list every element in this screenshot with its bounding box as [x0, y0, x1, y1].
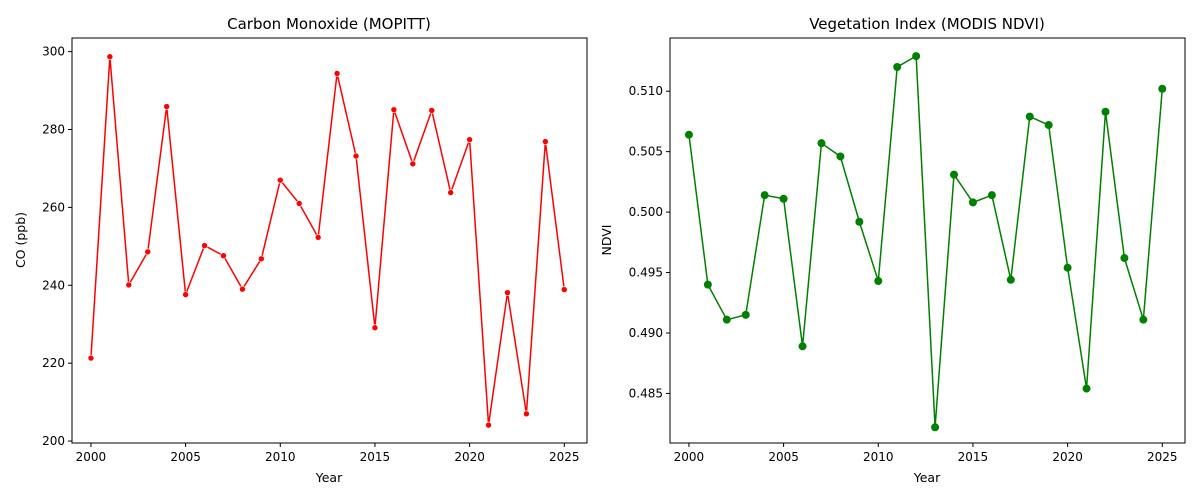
- data-point: [428, 107, 436, 114]
- data-point: [1025, 112, 1034, 121]
- plot-frame: [669, 37, 1186, 444]
- data-point: [722, 315, 731, 324]
- data-point: [87, 354, 95, 362]
- y-tick-label: 260: [42, 200, 65, 214]
- x-axis-label: Year: [315, 470, 343, 485]
- ndvi-chart: Vegetation Index (MODIS NDVI) Year NDVI …: [599, 15, 1186, 485]
- x-tick-label: 2010: [265, 450, 296, 464]
- y-tick-label: 0.510: [629, 84, 663, 98]
- data-point: [798, 342, 807, 351]
- data-point: [542, 138, 549, 145]
- plot-frame: [71, 37, 588, 444]
- x-tick-label: 2015: [958, 450, 989, 464]
- data-point: [560, 286, 568, 293]
- x-tick-label: 2010: [863, 450, 894, 464]
- data-point: [912, 52, 921, 61]
- data-point: [1006, 275, 1015, 284]
- data-point: [447, 189, 454, 196]
- data-point: [987, 191, 996, 200]
- data-point: [950, 170, 959, 179]
- plot-area: 2000 2005 2010 2015 2020 2025 0.485 0.490 0.495 0…: [629, 37, 1186, 464]
- data-point: [314, 234, 322, 241]
- data-point: [144, 248, 152, 256]
- data-point: [239, 285, 246, 293]
- y-tick-label: 0.485: [629, 386, 663, 400]
- data-point: [201, 242, 208, 249]
- y-tick-label: 0.505: [629, 145, 663, 159]
- data-point: [1063, 263, 1072, 272]
- data-point: [295, 200, 303, 207]
- data-point: [703, 280, 712, 289]
- x-tick-label: 2020: [1052, 450, 1083, 464]
- x-tick-label: 2005: [170, 450, 201, 464]
- data-point: [817, 139, 826, 148]
- data-point: [523, 410, 530, 418]
- data-point: [1120, 254, 1129, 263]
- data-point: [182, 291, 189, 298]
- x-tick-label: 2015: [360, 450, 391, 464]
- y-tick-label: 0.495: [629, 266, 663, 280]
- data-point: [466, 136, 473, 143]
- chart-title: Carbon Monoxide (MOPITT): [227, 15, 431, 33]
- y-axis-label: NDVI: [599, 225, 614, 256]
- x-axis-label: Year: [913, 470, 941, 485]
- data-point: [874, 277, 883, 285]
- data-point: [333, 70, 341, 77]
- data-point: [276, 176, 284, 184]
- y-tick-label: 200: [42, 434, 65, 448]
- data-point: [893, 63, 902, 72]
- x-tick-label: 2000: [674, 450, 705, 464]
- data-point: [390, 106, 398, 113]
- data-point: [836, 152, 845, 161]
- y-tick-label: 220: [42, 356, 65, 370]
- data-point: [1044, 121, 1053, 130]
- data-point: [1158, 84, 1167, 93]
- co-chart: Carbon Monoxide (MOPITT) Year CO (ppb) 2…: [13, 15, 588, 485]
- data-point: [760, 191, 769, 200]
- data-point: [125, 281, 133, 289]
- y-tick-label: 0.500: [629, 205, 663, 219]
- chart-title: Vegetation Index (MODIS NDVI): [809, 15, 1045, 33]
- data-point: [485, 421, 492, 429]
- data-point: [741, 310, 750, 319]
- data-point: [258, 255, 265, 263]
- data-point: [220, 252, 227, 259]
- data-point: [1139, 315, 1148, 324]
- data-point: [855, 217, 864, 226]
- data-point: [163, 103, 170, 110]
- data-point: [106, 53, 114, 60]
- data-point: [684, 130, 693, 139]
- y-axis-label: CO (ppb): [13, 212, 28, 268]
- x-tick-label: 2005: [768, 450, 799, 464]
- data-point: [779, 194, 788, 203]
- data-point: [1082, 384, 1091, 393]
- data-point: [409, 160, 417, 168]
- data-point: [371, 324, 379, 332]
- data-point: [504, 289, 511, 296]
- data-point: [352, 152, 360, 160]
- data-point: [1101, 107, 1110, 116]
- x-tick-label: 2020: [454, 450, 485, 464]
- x-tick-label: 2000: [76, 450, 107, 464]
- series-line: [688, 54, 1164, 428]
- x-tick-label: 2025: [1147, 450, 1178, 464]
- series-line: [90, 56, 566, 426]
- y-tick-label: 240: [42, 278, 65, 292]
- y-tick-label: 300: [42, 45, 65, 59]
- data-point: [968, 198, 977, 207]
- y-tick-label: 0.490: [629, 326, 663, 340]
- data-point: [931, 423, 940, 432]
- x-tick-label: 2025: [549, 450, 580, 464]
- y-tick-label: 280: [42, 123, 65, 137]
- plot-area: 2000 2005 2010 2015 2020 2025 200 220 240 260 280 3…: [42, 37, 588, 464]
